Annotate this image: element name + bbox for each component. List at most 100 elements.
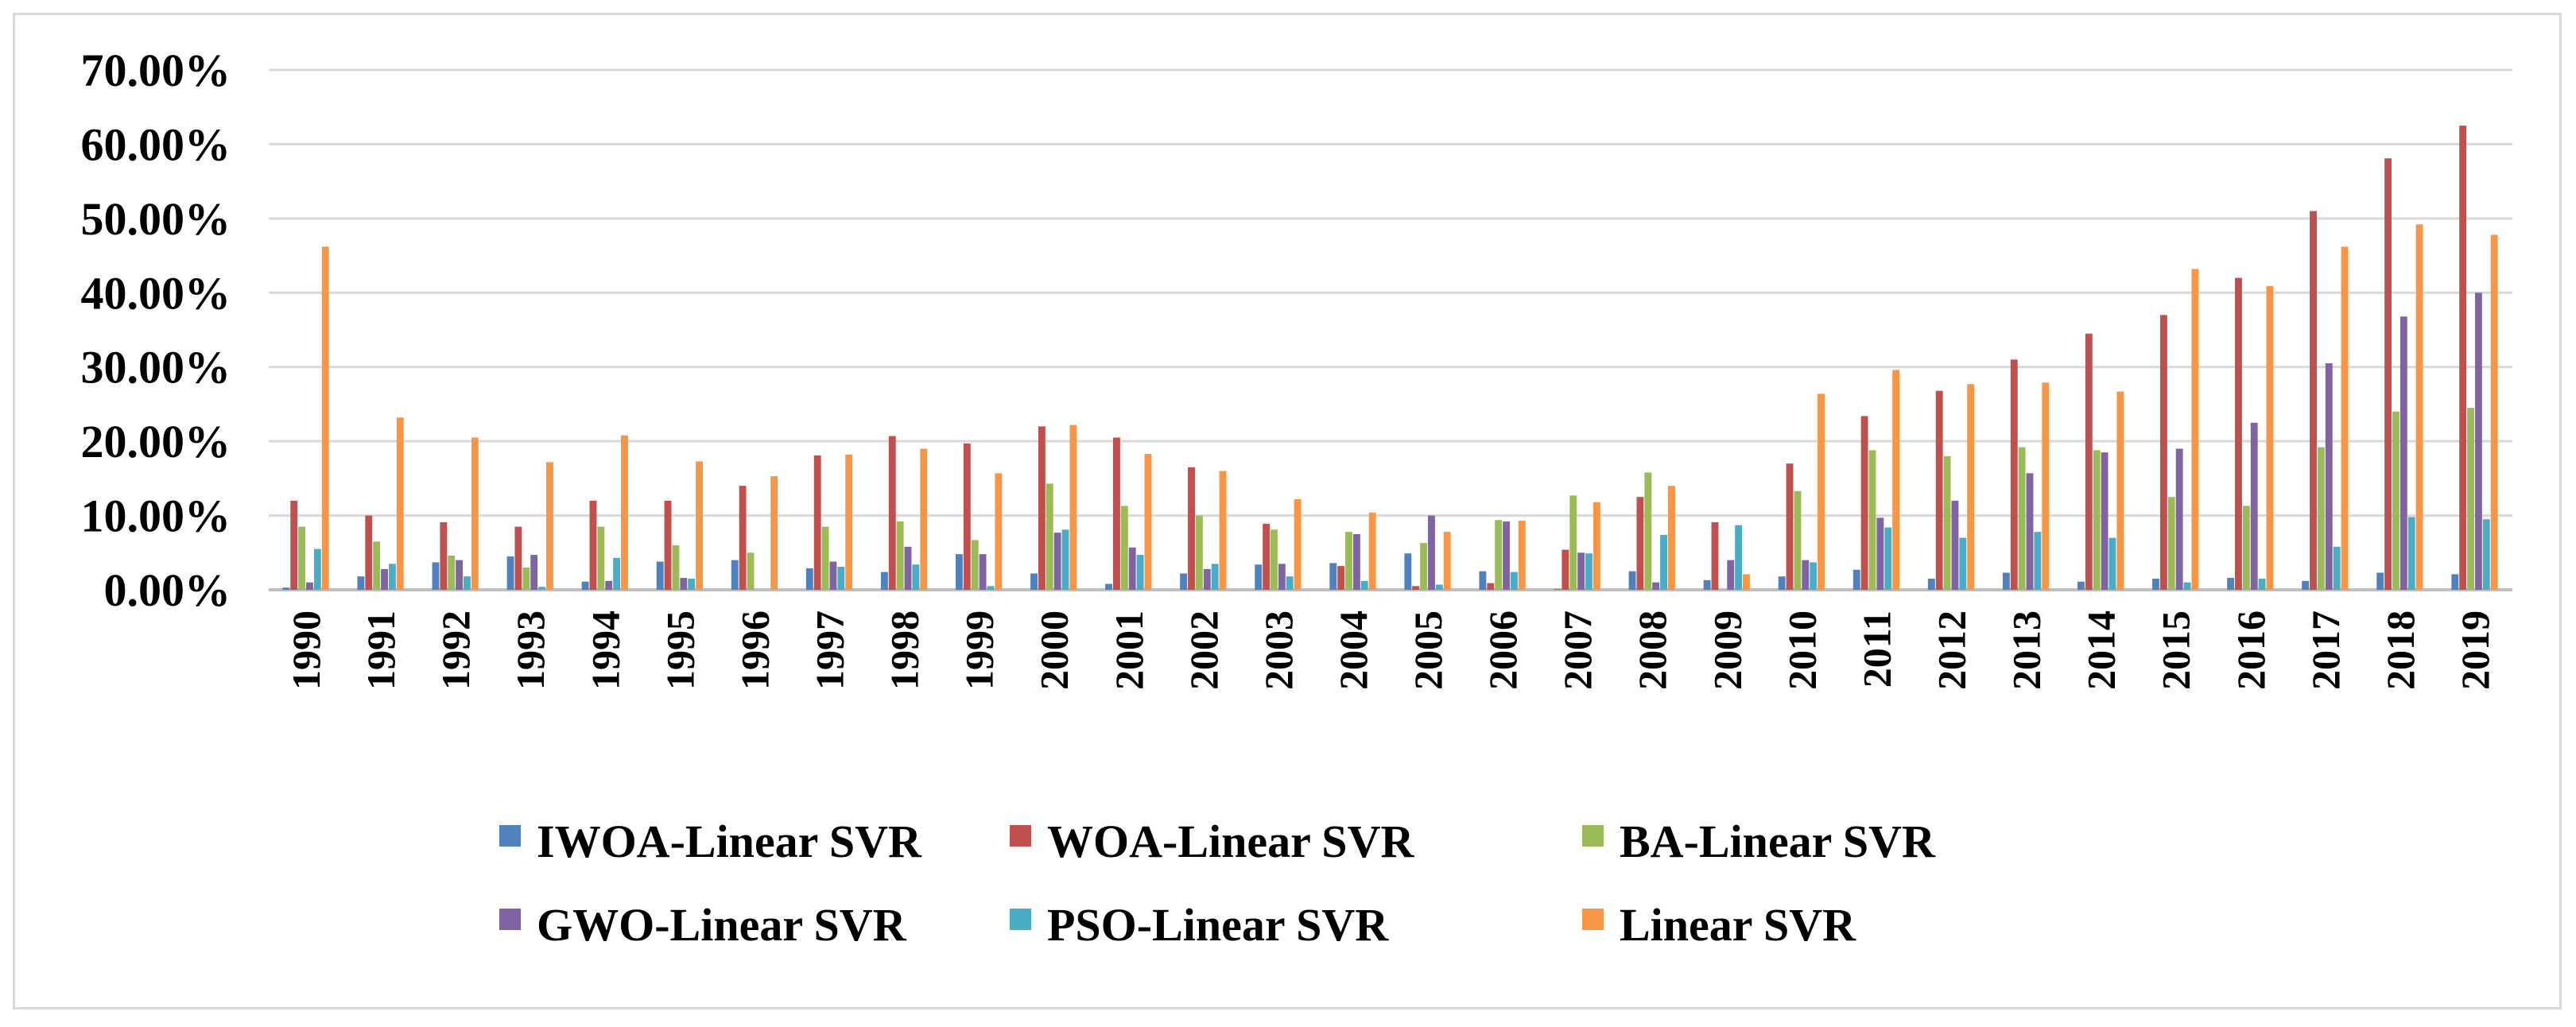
bar [995,473,1003,590]
bar [1884,527,1892,590]
legend-swatch [499,825,521,847]
bar [1203,568,1211,590]
bar [845,454,853,590]
bar [2302,580,2310,590]
series-pso-linear-svr [313,517,2490,590]
legend-label: BA-Linear SVR [1620,816,1936,867]
x-tick-label: 2003 [1256,610,1301,690]
bar [1503,521,1510,590]
bar [456,560,464,590]
bar [664,500,672,590]
bar [2101,452,2109,590]
bar [1727,560,1735,590]
legend-swatch [1582,825,1604,847]
bar [1053,533,1061,590]
bar [2093,450,2101,590]
y-tick-label: 70.00% [81,45,231,96]
bar [920,448,928,590]
bar [1061,529,1069,590]
legend-label: PSO-Linear SVR [1047,899,1389,951]
bar [2109,537,2116,590]
bar [1735,525,1743,590]
bar [589,500,597,590]
bar [2167,497,2175,590]
bar [1144,454,1152,590]
legend-label: Linear SVR [1620,899,1856,951]
bar [1345,532,1352,590]
bar [506,556,514,590]
x-tick-label: 2000 [1032,610,1077,690]
bar [1368,512,1376,590]
bar [731,560,739,590]
bar [313,548,321,590]
x-tick-label: 1999 [957,610,1002,690]
y-tick-label: 10.00% [81,490,231,542]
bar [2010,359,2018,590]
bar [1180,573,1188,590]
bar [979,554,987,590]
bar [987,586,995,590]
x-tick-label: 1996 [732,610,777,690]
legend-item: WOA-Linear SVR [1010,816,1414,867]
x-tick-label: 2014 [2079,610,2124,690]
bar [1636,497,1644,590]
bar [440,521,448,590]
x-tick-label: 2009 [1705,610,1749,690]
series-linear-svr [321,224,2498,590]
bar [448,556,456,590]
bar [1593,502,1600,590]
legend-swatch [1582,909,1604,930]
bar [1585,553,1593,590]
bar [2250,422,2258,590]
bar [1644,472,1652,590]
x-tick-label: 2017 [2303,610,2348,690]
bar [1038,426,1046,590]
bar [1967,384,1975,590]
bar [396,417,404,590]
legend-item: Linear SVR [1582,899,1856,951]
bar [605,580,613,590]
bar [1628,571,1636,590]
bar [805,568,813,590]
legend-item: BA-Linear SVR [1582,816,1936,867]
bar [1128,547,1136,590]
bar [2152,578,2159,590]
bar [2227,578,2235,590]
x-tick-label: 1992 [433,610,478,690]
x-tick-label: 2013 [2004,610,2049,690]
x-tick-label: 2012 [1930,610,1974,690]
bar [1743,574,1750,590]
bar [1577,552,1585,590]
legend-swatch [1010,909,1031,930]
chart-frame [13,13,2562,1010]
bar [2317,447,2325,590]
bar [1188,467,1195,590]
bar [1778,576,1786,590]
bar [621,435,628,590]
bar [821,526,829,590]
bar [1136,555,1144,590]
bar [1479,571,1487,590]
bar [432,562,440,590]
bar [2085,333,2093,590]
legend: IWOA-Linear SVR WOA-Linear SVR BA-Linear S… [499,816,1936,951]
legend-label: WOA-Linear SVR [1047,816,1414,867]
bar [381,568,388,590]
x-tick-label: 2006 [1480,610,1525,690]
bar [1810,562,1818,590]
x-tick-label: 1993 [508,610,553,690]
bar [747,552,755,590]
bar [2407,517,2415,590]
x-tick-label: 2001 [1107,610,1151,690]
bar [1951,500,1959,590]
y-tick-label: 60.00% [81,118,231,170]
bar [2235,277,2242,590]
bar [321,246,329,590]
legend-item: IWOA-Linear SVR [499,816,922,867]
bar [1860,416,1868,590]
bar [1703,579,1711,590]
bar [2116,391,2124,590]
x-tick-label: 1991 [359,610,403,690]
legend-label: IWOA-Linear SVR [537,816,922,867]
legend-item: PSO-Linear SVR [1010,899,1389,951]
